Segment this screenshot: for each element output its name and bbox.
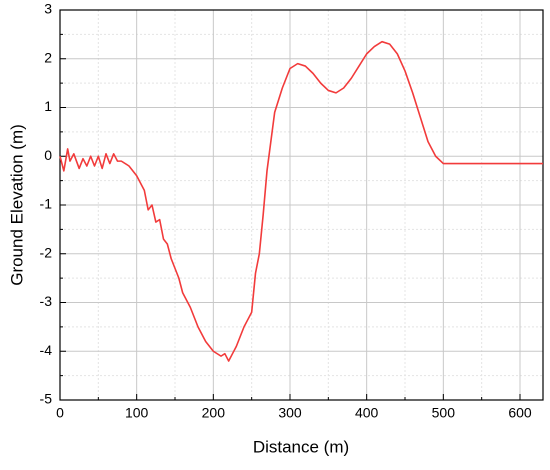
- x-axis-label: Distance (m): [253, 437, 349, 456]
- x-tick-label: 500: [432, 405, 456, 421]
- y-tick-label: -3: [40, 293, 53, 309]
- data-line: [59, 40, 543, 362]
- y-tick-label: -1: [40, 196, 53, 212]
- plot-frame: [59, 9, 544, 401]
- x-tick-label: 300: [278, 405, 302, 421]
- y-tick-label: -5: [40, 391, 53, 407]
- y-tick-label: 1: [44, 98, 52, 114]
- x-tick-label: 0: [56, 405, 64, 421]
- x-tick-label: 200: [202, 405, 226, 421]
- y-tick-label: 3: [44, 1, 52, 17]
- y-tick-label: 0: [44, 147, 52, 163]
- x-tick-label: 600: [508, 405, 532, 421]
- y-tick-label: -4: [40, 342, 53, 358]
- y-tick-label: -2: [40, 244, 53, 260]
- y-axis-label: Ground Elevation (m): [7, 124, 26, 286]
- x-tick-label: 400: [355, 405, 379, 421]
- y-tick-label: 2: [44, 49, 52, 65]
- x-tick-label: 100: [125, 405, 149, 421]
